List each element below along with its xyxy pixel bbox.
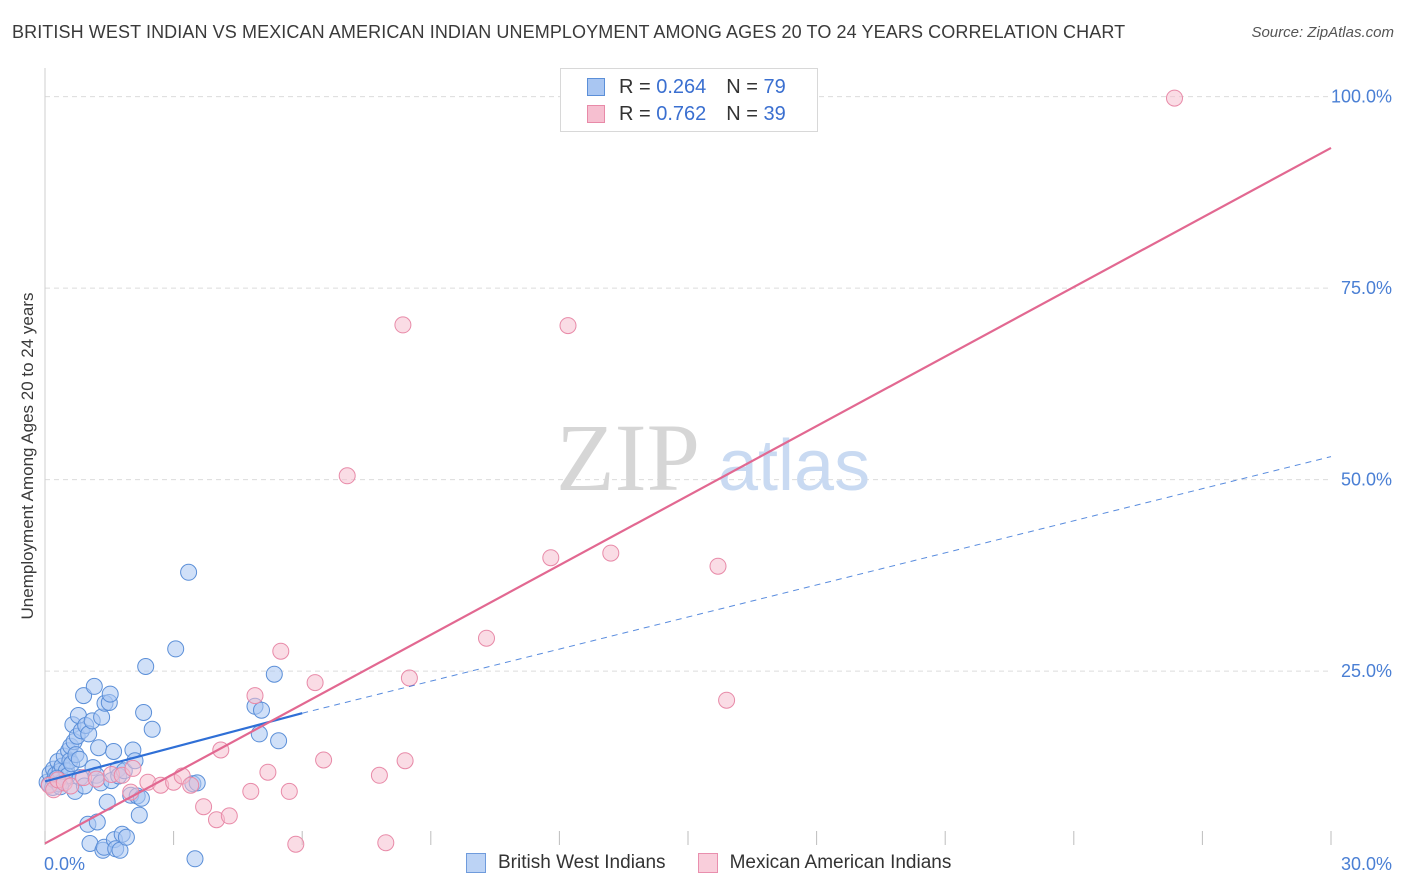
series-legend-mexican: Mexican American Indians xyxy=(697,852,952,874)
point-british-west-indians xyxy=(137,658,155,675)
point-mexican-american-indians xyxy=(315,751,333,769)
point-mexican-american-indians xyxy=(559,317,577,335)
point-british-west-indians xyxy=(186,850,204,868)
legend-swatch-british xyxy=(587,78,605,96)
y-axis-label: Unemployment Among Ages 20 to 24 years xyxy=(18,292,37,620)
trend-line-mexican-american-indians xyxy=(44,146,1332,845)
series-swatch-british xyxy=(466,853,486,873)
point-mexican-american-indians xyxy=(542,549,560,567)
correlation-legend: R = 0.264 N = 79 R = 0.762 N = 39 xyxy=(560,68,818,132)
point-mexican-american-indians xyxy=(246,687,264,705)
point-mexican-american-indians xyxy=(195,798,213,816)
point-mexican-american-indians xyxy=(306,674,324,692)
y-tick-label: 100.0% xyxy=(1331,87,1392,107)
point-mexican-american-indians xyxy=(220,807,238,825)
point-mexican-american-indians xyxy=(272,642,290,660)
point-mexican-american-indians xyxy=(377,834,395,852)
point-british-west-indians xyxy=(117,828,135,846)
legend-row-mexican: R = 0.762 N = 39 xyxy=(587,102,786,126)
data-points xyxy=(38,89,1183,868)
series-legend-label-mexican: Mexican American Indians xyxy=(729,852,952,873)
point-british-west-indians xyxy=(105,743,123,760)
point-mexican-american-indians xyxy=(259,763,277,781)
series-legend-label-british: British West Indians xyxy=(498,852,666,873)
legend-n-value-mexican: 39 xyxy=(763,102,786,125)
point-mexican-american-indians xyxy=(182,776,200,794)
legend-n-value-british: 79 xyxy=(763,75,786,98)
legend-r-label: R = xyxy=(619,102,651,125)
legend-swatch-mexican xyxy=(587,105,605,123)
point-british-west-indians xyxy=(253,701,270,719)
point-mexican-american-indians xyxy=(124,759,142,777)
axes xyxy=(44,68,1332,845)
point-mexican-american-indians xyxy=(478,629,495,647)
point-british-west-indians xyxy=(101,685,119,703)
point-british-west-indians xyxy=(70,750,88,768)
point-mexican-american-indians xyxy=(1166,89,1183,107)
x-tick-label: 30.0% xyxy=(1341,854,1392,874)
point-mexican-american-indians xyxy=(338,467,356,485)
point-british-west-indians xyxy=(135,704,153,721)
grid-lines xyxy=(45,96,1331,672)
series-legend: British West Indians Mexican American In… xyxy=(466,852,983,874)
point-british-west-indians xyxy=(167,640,185,658)
series-swatch-mexican xyxy=(697,853,718,873)
legend-n-label: N = xyxy=(726,75,758,98)
point-mexican-american-indians xyxy=(287,835,305,853)
legend-row-british: R = 0.264 N = 79 xyxy=(587,75,786,99)
x-tick-label: 0.0% xyxy=(44,854,85,874)
point-british-west-indians xyxy=(180,563,198,581)
point-british-west-indians xyxy=(90,739,108,757)
legend-r-value-mexican: 0.762 xyxy=(656,102,707,125)
point-british-west-indians xyxy=(270,732,288,750)
trend-line-british-west-indians-extension xyxy=(302,456,1332,714)
y-tick-label: 50.0% xyxy=(1341,470,1392,490)
point-mexican-american-indians xyxy=(394,316,412,334)
point-british-west-indians xyxy=(85,677,103,695)
watermark: ZIP atlas xyxy=(556,404,870,511)
point-mexican-american-indians xyxy=(718,691,736,709)
point-mexican-american-indians xyxy=(87,770,105,788)
point-mexican-american-indians xyxy=(400,669,418,687)
point-british-west-indians xyxy=(265,665,283,683)
watermark-zip: ZIP xyxy=(556,404,700,511)
point-british-west-indians xyxy=(130,806,148,824)
chart-title: BRITISH WEST INDIAN VS MEXICAN AMERICAN … xyxy=(12,22,1126,42)
legend-n-label: N = xyxy=(726,102,758,125)
trend-lines xyxy=(44,146,1332,845)
point-mexican-american-indians xyxy=(242,782,260,800)
legend-r-label: R = xyxy=(619,75,651,98)
point-british-west-indians xyxy=(143,720,161,738)
point-mexican-american-indians xyxy=(709,557,727,575)
legend-r-value-british: 0.264 xyxy=(656,75,707,98)
point-mexican-american-indians xyxy=(62,777,80,795)
tick-labels: 25.0% 50.0% 75.0% 100.0% 0.0% 30.0% xyxy=(44,87,1392,874)
y-tick-label: 25.0% xyxy=(1341,661,1392,681)
point-mexican-american-indians xyxy=(396,752,414,770)
source-label: Source: ZipAtlas.com xyxy=(1251,24,1394,41)
point-mexican-american-indians xyxy=(370,766,388,784)
y-tick-label: 75.0% xyxy=(1341,278,1392,298)
series-legend-british: British West Indians xyxy=(466,852,666,874)
point-mexican-american-indians xyxy=(280,782,298,800)
trend-line-british-west-indians xyxy=(44,712,303,783)
point-mexican-american-indians xyxy=(602,544,620,562)
